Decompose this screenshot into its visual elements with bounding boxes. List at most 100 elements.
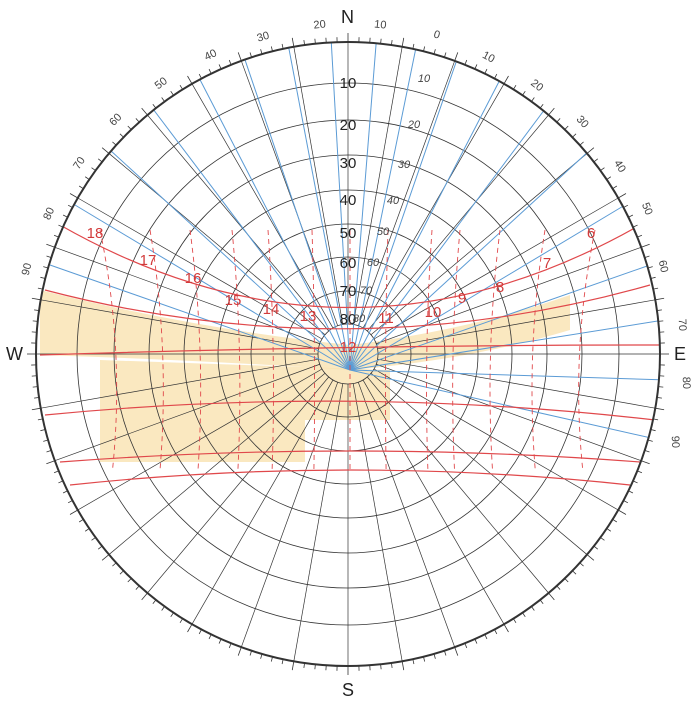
sun-path-curve [69,469,631,486]
hour-labels: 6 7 8 9 10 11 12 13 14 15 16 17 18 [87,225,596,356]
hour-label-16: 16 [185,270,202,287]
rim-degree-label: 40 [203,47,219,63]
blue-line [349,42,421,371]
azimuth-line [40,358,319,409]
azimuth-line [147,376,329,594]
rim-tick [141,592,148,601]
inner-grid-labels: 10 20 30 40 50 60 70 80 [353,73,431,325]
shaded-region-group [40,290,570,462]
hour-line [267,229,274,471]
blue-line [74,204,351,371]
hour-label-17: 17 [140,252,157,269]
sun-path-curve [59,224,641,309]
blue-line [149,104,351,371]
rim-tick [69,193,79,199]
hour-label-11: 11 [378,310,394,327]
hour-line [578,229,596,471]
rim-tick [641,460,650,465]
hour-label-14: 14 [263,301,280,318]
azimuth-line [373,368,619,511]
north-label: N [341,7,354,27]
rim-tick [401,661,405,671]
blue-line [349,204,626,371]
inner-grid-label-70: 70 [360,285,373,297]
azimuth-line [377,358,656,409]
azimuth-line [293,383,344,662]
hour-label-10: 10 [425,304,442,321]
altitude-label-20: 20 [340,117,357,134]
rim-tick [655,297,665,301]
azimuth-line [54,363,320,462]
altitude-labels: 10 20 30 40 50 60 70 80 [340,75,357,328]
rim-tick [454,647,459,656]
hour-line [149,229,164,471]
hour-label-8: 8 [496,279,504,296]
rim-degree-label: 20 [313,18,326,31]
blue-line [349,104,549,371]
inner-grid-label-50: 50 [377,226,390,238]
south-label: S [342,680,355,700]
hour-label-15: 15 [225,292,242,309]
hour-label-7: 7 [543,255,551,272]
azimuth-line [357,60,456,326]
hour-line [489,229,501,471]
west-label: W [6,344,23,364]
rim-degree-label: 60 [656,259,670,273]
rim-tick [617,509,627,515]
hour-line [231,229,241,471]
azimuth-line [108,373,326,555]
inner-grid-label-40: 40 [387,195,400,207]
rim-tick [46,243,55,248]
rim-tick [291,37,295,47]
shaded-band-upper [40,290,570,370]
rim-tick [503,623,509,633]
blue-line [349,369,660,381]
hour-line [531,229,546,471]
rim-tick [46,460,55,465]
blue-line [349,44,463,371]
hour-line [452,229,461,471]
rim-degree-label: 10 [374,18,387,31]
altitude-label-70: 70 [340,283,357,300]
hour-label-9: 9 [458,290,466,307]
blue-line [239,44,351,371]
rim-tick [655,407,665,411]
rim-tick [101,147,110,154]
azimuth-line [370,373,588,555]
altitude-label-30: 30 [340,155,357,172]
rim-tick [31,297,41,301]
rim-degree-label: 10 [480,49,496,65]
rim-tick [586,147,595,154]
rim-tick [187,623,193,633]
azimuth-line [191,379,334,625]
shaded-band-lower [100,360,390,462]
hour-line [189,229,202,471]
rim-tick [586,554,595,561]
azimuth-line [40,299,319,350]
azimuth-line [147,114,329,332]
rim-degree-label: 50 [153,75,170,92]
rim-degree-label: 0 [432,29,441,42]
rim-degree-label: 70 [71,155,88,172]
blue-line [349,149,591,371]
azimuth-line [108,153,326,335]
altitude-label-80: 80 [340,311,357,328]
sun-path-curve [59,450,641,463]
altitude-label-50: 50 [340,225,357,242]
inner-grid-label-10: 10 [418,73,431,85]
rim-tick [548,592,555,601]
blue-grid-lines [49,42,660,441]
azimuth-line [77,197,323,340]
rim-degree-label: 90 [669,436,681,449]
blue-line [349,319,660,371]
azimuth-line [377,299,656,350]
inner-grid-label-20: 20 [407,119,421,131]
blue-line [349,42,379,371]
rim-tick [101,554,110,561]
azimuth-line [352,383,403,662]
rim-tick [401,37,405,47]
rim-tick [548,107,555,116]
azimuth-line [367,114,549,332]
blue-line [49,264,351,371]
